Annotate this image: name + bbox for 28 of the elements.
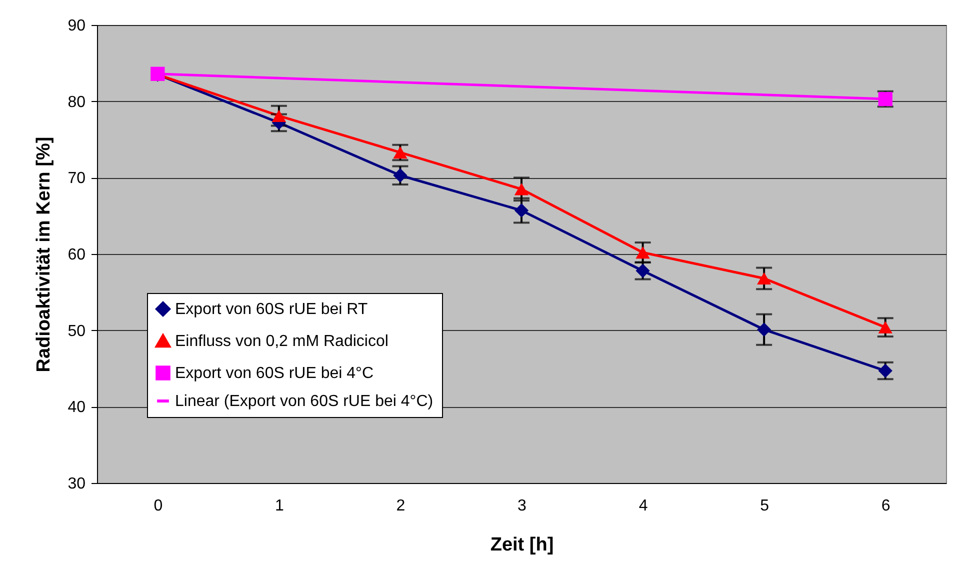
legend-label: Einfluss von 0,2 mM Radicicol <box>175 333 388 350</box>
x-tick-label: 1 <box>274 498 284 514</box>
y-axis-title: Radioaktivität im Kern [%] <box>34 136 55 372</box>
point <box>272 110 286 122</box>
point <box>393 168 408 182</box>
y-tick-label: 30 <box>68 476 86 492</box>
point <box>514 182 529 196</box>
point <box>878 321 892 334</box>
y-tick-label: 90 <box>68 18 86 34</box>
x-tick-label: 4 <box>638 498 648 514</box>
legend-label: Export von 60S rUE bei RT <box>175 301 368 318</box>
y-tick-label: 40 <box>68 399 86 416</box>
point <box>757 322 772 337</box>
point <box>757 272 772 285</box>
x-tick-label: 6 <box>881 498 890 514</box>
x-tick-label: 5 <box>760 498 770 514</box>
x-tick-label: 2 <box>396 498 406 514</box>
y-tick-label: 80 <box>68 94 86 111</box>
legend-label: Export von 60S rUE bei 4°C <box>175 365 374 382</box>
x-axis-title: Zeit [h] <box>490 534 554 556</box>
point <box>514 203 529 218</box>
y-tick-label: 60 <box>68 246 86 264</box>
x-tick-label: 3 <box>518 498 527 514</box>
x-tick-label: 0 <box>154 498 163 514</box>
legend-label: Linear (Export von 60S rUE bei 4°C) <box>175 393 434 410</box>
point <box>636 246 650 259</box>
y-tick-label: 70 <box>68 170 86 188</box>
y-tick-label: 50 <box>68 322 86 340</box>
